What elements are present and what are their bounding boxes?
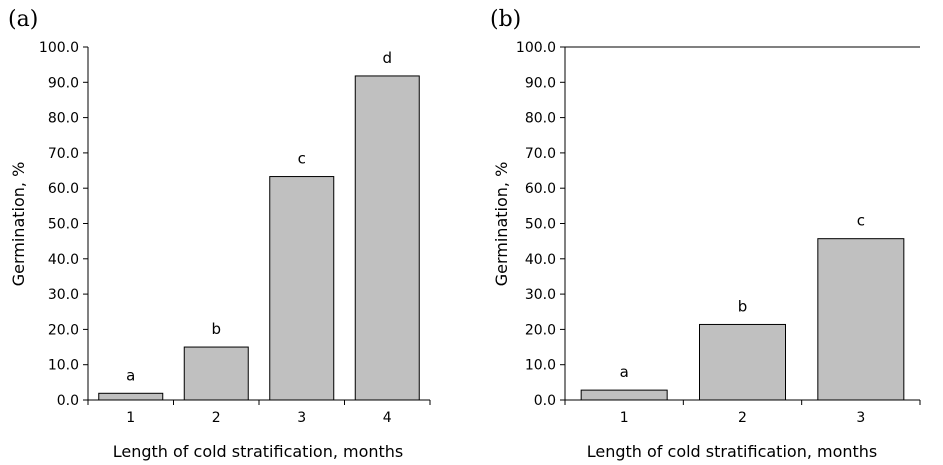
x-tick-label: 1 <box>126 410 135 426</box>
y-ticks: 0.0 10.0 20.0 30.0 40.0 50.0 60.0 70.0 80.0 90.0 1… <box>516 40 565 409</box>
chart-panel-b: (b) Germination, % Length of cold strati… <box>490 7 921 461</box>
bar-letter-label: b <box>211 320 221 338</box>
x-ticks: 1 2 3 4 <box>126 410 392 426</box>
bar <box>354 75 420 401</box>
y-tick-label: 10.0 <box>525 358 556 374</box>
bars <box>580 238 905 401</box>
y-tick-label: 50.0 <box>48 217 79 233</box>
y-tick-label: 30.0 <box>525 287 556 303</box>
bar <box>817 238 905 401</box>
bar <box>98 392 164 401</box>
bars <box>98 75 420 401</box>
axes <box>564 46 921 405</box>
y-tick-label: 40.0 <box>48 252 79 268</box>
y-tick-label: 20.0 <box>525 322 556 338</box>
y-tick-label: 70.0 <box>48 146 79 162</box>
y-tick-label: 50.0 <box>525 217 556 233</box>
bar-letter-label: a <box>126 366 135 384</box>
y-tick-label: 60.0 <box>48 181 79 197</box>
y-tick-label: 10.0 <box>48 358 79 374</box>
x-tick-label: 3 <box>856 410 865 426</box>
y-tick-label: 100.0 <box>516 40 556 56</box>
y-tick-label: 80.0 <box>48 111 79 127</box>
bar <box>699 323 786 401</box>
y-axis-title: Germination, % <box>492 162 511 287</box>
axes <box>87 47 431 405</box>
y-tick-label: 0.0 <box>57 393 79 409</box>
y-axis-title: Germination, % <box>9 162 28 287</box>
bar <box>269 176 335 401</box>
bar <box>580 389 668 401</box>
panel-label: (a) <box>8 7 38 32</box>
x-axis-title: Length of cold stratification, months <box>587 442 878 461</box>
bar-letter-label: c <box>857 212 865 230</box>
x-tick-label: 4 <box>383 410 392 426</box>
y-tick-label: 60.0 <box>525 181 556 197</box>
y-tick-label: 40.0 <box>525 252 556 268</box>
bar-letter-label: c <box>298 150 306 168</box>
y-tick-label: 0.0 <box>534 393 556 409</box>
x-tick-label: 3 <box>297 410 306 426</box>
x-axis-title: Length of cold stratification, months <box>113 442 404 461</box>
y-tick-label: 100.0 <box>39 40 79 56</box>
y-tick-label: 30.0 <box>48 287 79 303</box>
bar <box>183 346 249 401</box>
bar-labels: a b c <box>620 212 865 381</box>
y-tick-label: 80.0 <box>525 111 556 127</box>
y-tick-label: 90.0 <box>48 75 79 91</box>
x-tick-label: 2 <box>212 410 221 426</box>
y-ticks: 0.0 10.0 20.0 30.0 40.0 50.0 60.0 70.0 80.0 90.0 1… <box>39 40 88 409</box>
x-ticks: 1 2 3 <box>620 410 866 426</box>
y-tick-label: 90.0 <box>525 75 556 91</box>
bar-labels: a b c d <box>126 49 392 384</box>
panel-label: (b) <box>490 7 521 32</box>
bar-letter-label: b <box>738 297 748 315</box>
x-tick-label: 1 <box>620 410 629 426</box>
bar-letter-label: d <box>382 49 392 67</box>
x-tick-label: 2 <box>738 410 747 426</box>
y-tick-label: 70.0 <box>525 146 556 162</box>
bar-letter-label: a <box>620 363 629 381</box>
y-tick-label: 20.0 <box>48 322 79 338</box>
chart-panel-a: (a) Germination, % Length of cold strati… <box>8 7 431 461</box>
